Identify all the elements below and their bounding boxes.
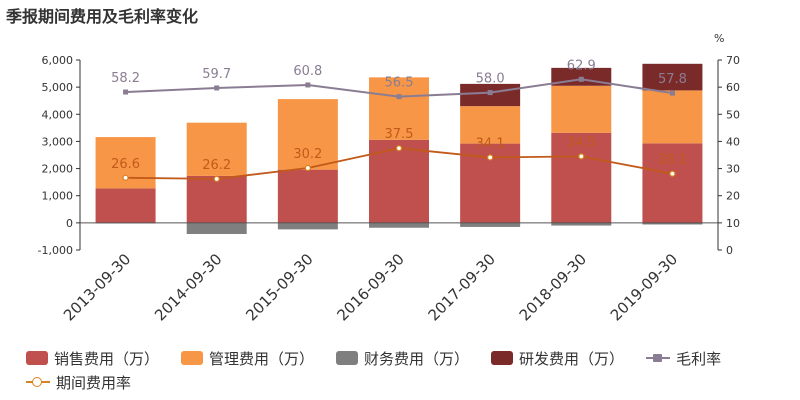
right-tick-label: 60	[726, 81, 740, 94]
period-expense-rate-label: 34.1	[476, 136, 505, 151]
bar-2-2015-09-30	[277, 99, 338, 170]
bar-3-2014-09-30	[186, 222, 247, 234]
period-expense-rate-label: 34.5	[567, 135, 596, 150]
legend-label: 财务费用（万）	[364, 349, 470, 368]
gross-margin-label: 58.2	[111, 71, 140, 86]
right-tick-label: 20	[726, 190, 740, 203]
x-tick-label: 2013-09-30	[60, 250, 134, 324]
left-tick-label: 5,000	[42, 81, 74, 94]
right-tick-label: 0	[726, 244, 733, 257]
gross-margin-label: 56.5	[385, 76, 414, 91]
left-tick-label: 6,000	[42, 54, 74, 67]
bar-1-2016-09-30	[369, 139, 429, 223]
period-expense-rate-label: 30.2	[293, 147, 322, 162]
bar-3-2016-09-30	[369, 222, 429, 228]
period-expense-rate-point	[122, 174, 129, 181]
x-tick-label: 2019-09-30	[607, 250, 681, 324]
period-expense-rate-point	[669, 170, 676, 177]
bar-2-2017-09-30	[460, 106, 521, 144]
bar-1-2019-09-30	[642, 143, 703, 223]
period-expense-rate-point	[213, 175, 220, 182]
legend: 销售费用（万） 管理费用（万） 财务费用（万） 研发费用（万） 毛利率期间费用率	[26, 346, 796, 394]
legend-label: 研发费用（万）	[519, 349, 625, 368]
gross-margin-point	[305, 82, 311, 88]
legend-item[interactable]: 财务费用（万）	[336, 346, 469, 370]
left-tick-label: 0	[66, 217, 73, 230]
period-expense-rate-point	[487, 154, 494, 161]
gross-margin-point	[487, 90, 493, 96]
right-tick-label: 10	[726, 217, 740, 230]
left-tick-label: -1,000	[38, 244, 73, 257]
bar-4-2019-09-30	[642, 63, 703, 91]
legend-line-swatch	[646, 351, 671, 365]
period-expense-rate-label: 37.5	[385, 127, 414, 142]
bar-3-2015-09-30	[277, 222, 338, 230]
period-expense-rate-point	[304, 164, 311, 172]
gross-margin-point	[214, 85, 220, 91]
legend-swatch	[26, 351, 48, 365]
left-tick-label: 2,000	[42, 163, 74, 176]
x-tick-label: 2015-09-30	[242, 250, 316, 324]
bar-1-2013-09-30	[95, 188, 156, 223]
right-axis-unit: %	[714, 32, 724, 45]
x-tick-label: 2017-09-30	[425, 250, 499, 324]
right-tick-label: 40	[726, 135, 740, 148]
bar-1-2014-09-30	[186, 175, 247, 223]
legend-label: 毛利率	[676, 349, 722, 368]
legend-line-swatch	[26, 375, 50, 389]
right-tick-label: 50	[726, 108, 740, 121]
right-tick-label: 30	[726, 163, 740, 176]
gross-margin-point	[578, 76, 584, 82]
left-tick-label: 3,000	[42, 135, 74, 148]
legend-label: 销售费用（万）	[54, 349, 160, 368]
bar-3-2017-09-30	[460, 222, 521, 227]
bar-2-2019-09-30	[642, 90, 703, 144]
legend-label: 期间费用率	[56, 373, 132, 392]
period-expense-rate-point	[578, 153, 585, 160]
legend-item[interactable]: 销售费用（万）	[26, 346, 159, 370]
bar-2-2018-09-30	[551, 85, 612, 133]
bar-1-2015-09-30	[277, 169, 338, 223]
legend-item[interactable]: 管理费用（万）	[181, 346, 314, 370]
gross-margin-point	[669, 90, 675, 96]
right-tick-label: 70	[726, 54, 740, 67]
legend-swatch	[336, 351, 359, 365]
bar-3-2019-09-30	[642, 222, 703, 225]
period-expense-rate-label: 26.6	[111, 157, 140, 172]
gross-margin-label: 59.7	[202, 67, 231, 82]
x-tick-label: 2018-09-30	[516, 250, 590, 324]
period-expense-rate-label: 26.2	[202, 158, 231, 173]
legend-label: 管理费用（万）	[209, 349, 315, 368]
gross-margin-point	[396, 94, 402, 100]
left-tick-label: 4,000	[42, 108, 74, 121]
left-tick-label: 1,000	[42, 190, 74, 203]
legend-swatch	[491, 351, 514, 365]
chart-svg: 6,000 5,000 4,000 3,000 2,000 1,000 0 -1,000 70 6…	[38, 32, 740, 324]
bar-2-2016-09-30	[369, 77, 429, 140]
x-tick-label: 2014-09-30	[151, 250, 225, 324]
legend-item[interactable]: 研发费用（万）	[491, 346, 624, 370]
legend-item[interactable]: 期间费用率	[26, 370, 131, 394]
gross-margin-label: 60.8	[293, 64, 322, 79]
gross-margin-point	[123, 89, 129, 95]
bar-2-2014-09-30	[186, 122, 247, 176]
legend-swatch	[181, 351, 204, 365]
gross-margin-label: 58.0	[476, 72, 505, 87]
gross-margin-label: 57.8	[658, 72, 687, 87]
gross-margin-label: 62.9	[567, 58, 596, 73]
bar-1-2018-09-30	[551, 132, 612, 223]
period-expense-rate-label: 28.1	[658, 153, 687, 168]
x-tick-label: 2016-09-30	[333, 250, 407, 324]
chart-title: 季报期间费用及毛利率变化	[6, 7, 199, 26]
legend-item[interactable]: 毛利率	[646, 346, 721, 370]
period-expense-rate-point	[395, 145, 403, 152]
bar-3-2018-09-30	[551, 222, 612, 226]
